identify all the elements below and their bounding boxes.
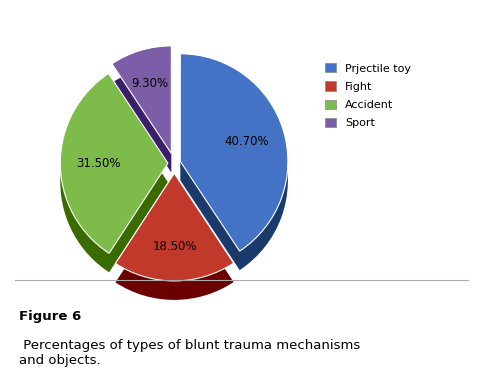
Text: 40.70%: 40.70%: [225, 135, 269, 148]
Wedge shape: [112, 65, 171, 172]
Wedge shape: [181, 73, 288, 270]
Text: Percentages of types of blunt trauma mechanisms
and objects.: Percentages of types of blunt trauma mec…: [19, 339, 360, 367]
Wedge shape: [60, 93, 168, 272]
Text: 9.30%: 9.30%: [132, 77, 169, 90]
Text: Figure 6: Figure 6: [19, 310, 81, 323]
Wedge shape: [112, 46, 171, 154]
Legend: Prjectile toy, Fight, Accident, Sport: Prjectile toy, Fight, Accident, Sport: [325, 63, 411, 128]
Text: 31.50%: 31.50%: [76, 157, 121, 170]
Wedge shape: [60, 73, 168, 253]
Text: 18.50%: 18.50%: [152, 240, 197, 253]
Wedge shape: [116, 173, 234, 281]
Wedge shape: [181, 54, 288, 251]
Wedge shape: [116, 192, 234, 300]
